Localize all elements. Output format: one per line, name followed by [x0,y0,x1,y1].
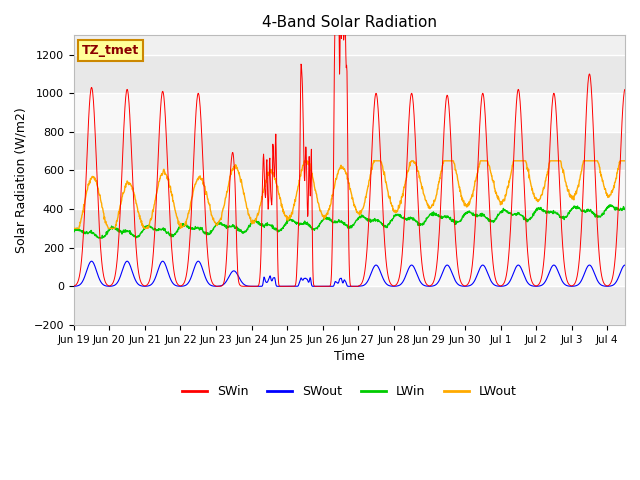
LWin [70,229,77,235]
LWout [639,188,640,194]
Line: SWin: SWin [74,0,640,286]
Bar [74,286,625,325]
SWin [632,264,639,270]
Y-axis label: Solar Radiation (W/m2): Solar Radiation (W/m2) [15,107,28,253]
X-axis label: Time: Time [334,350,365,363]
Title: 4-Band Solar Radiation: 4-Band Solar Radiation [262,15,437,30]
Text: TZ_tmet: TZ_tmet [82,44,140,57]
SWout [70,283,77,289]
Legend: SWin, SWout, LWin, LWout: SWin, SWout, LWin, LWout [177,380,522,403]
LWin [95,235,102,241]
Line: LWin: LWin [74,205,640,238]
LWin [632,210,640,216]
LWin [159,226,167,232]
LWin [639,204,640,209]
SWout [576,280,584,286]
LWin [493,215,500,221]
SWin [344,144,351,149]
Line: LWout: LWout [74,161,640,228]
LWin [576,206,584,212]
SWin [576,246,584,252]
SWout [639,283,640,289]
SWin [639,283,640,289]
Bar [74,55,625,93]
LWin [333,220,341,226]
SWout [344,283,351,289]
SWout [159,258,167,264]
SWin [493,280,500,286]
SWin [159,88,166,94]
LWout [159,171,166,177]
LWout [632,170,639,176]
SWout [493,283,500,289]
LWout [70,226,77,231]
SWout [333,280,341,286]
Bar [74,93,625,132]
Bar [74,132,625,170]
LWout [493,192,500,198]
SWout [632,281,639,287]
LWin [607,202,615,208]
Bar [74,248,625,286]
LWin [344,225,351,230]
Bar [74,209,625,248]
Bar [74,170,625,209]
LWout [333,173,341,179]
LWout [344,175,351,181]
Line: SWout: SWout [74,261,640,286]
SWin [70,283,77,289]
LWout [576,174,584,180]
LWout [301,158,308,164]
SWout [88,258,95,264]
